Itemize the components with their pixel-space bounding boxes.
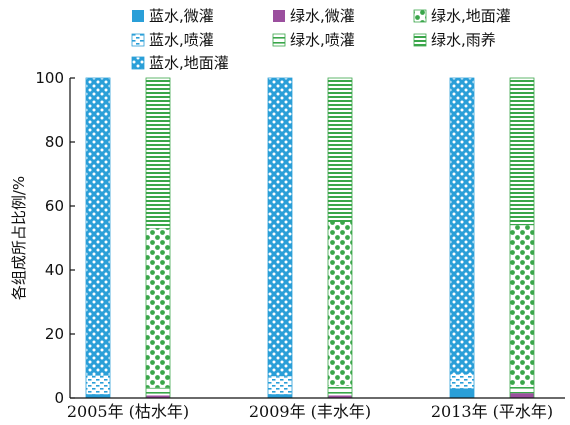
bar-segment-blue-surface xyxy=(450,78,474,374)
bar-segment-green-surface xyxy=(328,222,352,386)
bar-segment-blue-surface xyxy=(268,78,292,377)
legend-swatch-green-sprinkler xyxy=(272,33,286,47)
legend-swatch-blue-sprinkler xyxy=(131,33,145,47)
legend-label-green-sprinkler: 绿水,喷灌 xyxy=(290,31,355,49)
legend-swatch-blue-micro xyxy=(132,10,144,22)
legend-label-green-surface: 绿水,地面灌 xyxy=(431,7,511,25)
bar-segment-green-rainfed xyxy=(328,78,352,222)
bar-segment-blue-sprinkler xyxy=(86,375,110,395)
legend-swatch-green-micro xyxy=(273,10,285,22)
y-tick-label: 100 xyxy=(35,69,64,87)
y-tick-label: 80 xyxy=(45,133,64,151)
y-tick-label: 40 xyxy=(45,261,64,279)
y-tick-label: 0 xyxy=(54,389,64,407)
bar-segment-blue-micro xyxy=(450,388,474,398)
y-tick-label: 60 xyxy=(45,197,64,215)
bar-segment-blue-surface xyxy=(86,78,110,376)
legend-label-blue-surface: 蓝水,地面灌 xyxy=(149,54,229,72)
bar-segment-green-surface xyxy=(146,228,170,388)
bar-segment-green-surface xyxy=(510,225,534,386)
y-axis-label: 各组成所占比例/% xyxy=(10,176,28,300)
legend-label-blue-micro: 蓝水,微灌 xyxy=(149,7,214,25)
axes: 0 20 40 60 80 100 2005年 (枯水年) 2009年 (丰水年) 2013年 … xyxy=(35,69,565,421)
bar-segment-green-rainfed xyxy=(146,78,170,229)
legend-swatch-green-rainfed xyxy=(413,33,427,47)
bar-segment-green-micro xyxy=(510,393,534,398)
bar-segment-blue-sprinkler xyxy=(450,374,474,389)
bar-segment-green-rainfed xyxy=(510,78,534,226)
bar-segment-green-sprinkler xyxy=(510,385,534,394)
bar-segment-blue-micro xyxy=(268,394,292,398)
legend-swatch-blue-surface xyxy=(131,56,145,70)
bar-segment-blue-micro xyxy=(86,394,110,398)
bar-segment-green-sprinkler xyxy=(146,387,170,396)
legend-label-green-rainfed: 绿水,雨养 xyxy=(431,31,496,49)
y-tick-label: 20 xyxy=(45,325,64,343)
bar-segment-blue-sprinkler xyxy=(268,376,292,395)
x-category-label: 2009年 (丰水年) xyxy=(249,402,371,421)
bar-segment-green-micro xyxy=(146,395,170,398)
legend-label-green-micro: 绿水,微灌 xyxy=(290,7,355,25)
bar-segment-green-sprinkler xyxy=(328,385,352,396)
legend-swatch-green-surface xyxy=(413,9,427,23)
bars xyxy=(85,77,535,399)
x-category-label: 2013年 (平水年) xyxy=(431,402,553,421)
x-category-label: 2005年 (枯水年) xyxy=(67,402,189,421)
bar-segment-green-micro xyxy=(328,395,352,398)
legend-label-blue-sprinkler: 蓝水,喷灌 xyxy=(149,31,214,49)
